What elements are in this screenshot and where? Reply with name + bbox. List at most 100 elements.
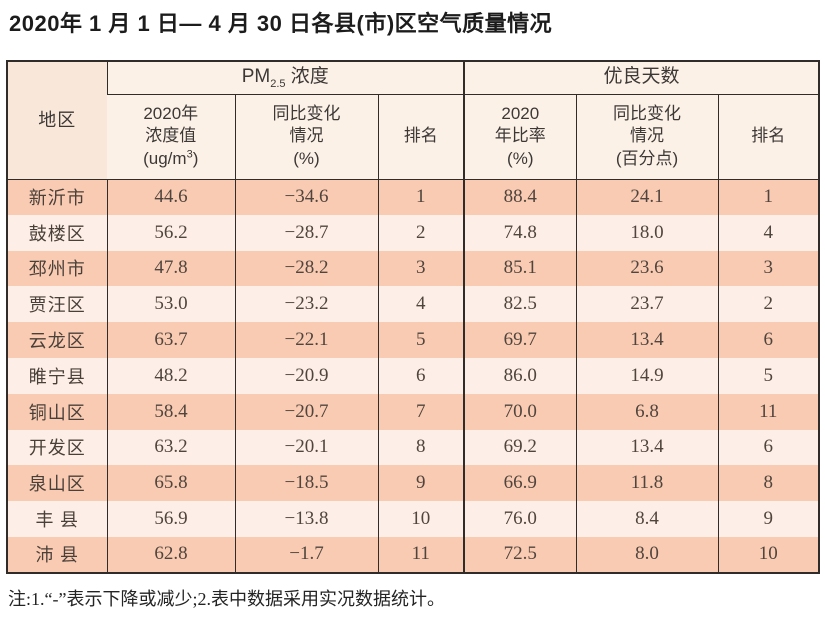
unit-superscript: 3 (186, 147, 193, 160)
region-cell: 开发区 (28, 438, 86, 459)
pm-value-cell: 48.2 (106, 357, 235, 394)
table-row: 丰 县 56.9 −13.8 10 76.0 8.4 9 (7, 501, 820, 537)
table-row: 铜山区 58.4 −20.7 7 70.0 6.8 11 (7, 393, 820, 430)
pm-change-cell: −28.2 (234, 250, 378, 287)
header-line: 情况 (630, 126, 665, 146)
days-ratio-cell: 85.1 (463, 250, 577, 287)
pm-value-cell: 58.4 (106, 393, 235, 430)
column-group-pm25: PM2.5 浓度 (106, 61, 465, 95)
pm25-label-suffix: 浓度 (285, 66, 329, 88)
column-header-pm-change: 同比变化 情况 (%) (234, 94, 378, 180)
pm-rank-cell: 10 (377, 501, 465, 537)
header-line: 同比变化 (613, 104, 682, 124)
table-row: 睢宁县 48.2 −20.9 6 86.0 14.9 5 (7, 357, 820, 394)
days-ratio-cell: 86.0 (463, 357, 577, 394)
pm-change-cell: −28.7 (234, 214, 378, 251)
page-title: 2020年 1 月 1 日— 4 月 30 日各县(市)区空气质量情况 (9, 11, 553, 36)
region-cell: 贾汪区 (28, 295, 86, 316)
days-rank-cell: 6 (717, 429, 820, 466)
column-header-days-rank: 排名 (717, 94, 820, 180)
column-header-days-change: 同比变化 情况 (百分点) (575, 94, 719, 180)
days-rank-cell: 4 (717, 214, 820, 251)
region-cell: 睢宁县 (28, 366, 86, 387)
column-header-region: 地区 (7, 61, 107, 180)
pm-value-cell: 56.2 (106, 214, 235, 251)
days-change-cell: 13.4 (575, 429, 719, 466)
air-quality-table: 地区 PM2.5 浓度 优良天数 2020年 浓度值 (ug/m3) 同比变化 … (6, 60, 821, 574)
column-header-pm-rank: 排名 (377, 94, 465, 180)
pm-change-cell: −23.2 (234, 286, 378, 323)
days-ratio-cell: 69.7 (463, 322, 577, 358)
header-line: 浓度值 (145, 126, 197, 146)
table-row: 邳州市 47.8 −28.2 3 85.1 23.6 3 (7, 250, 820, 287)
pm-rank-cell: 3 (377, 250, 465, 287)
pm-change-cell: −22.1 (234, 322, 378, 358)
pm-value-cell: 62.8 (106, 536, 235, 573)
pm25-label: PM (241, 66, 271, 88)
table-header: 地区 PM2.5 浓度 优良天数 2020年 浓度值 (ug/m3) 同比变化 … (7, 61, 820, 180)
pm-value-cell: 63.2 (106, 429, 235, 466)
pm-change-cell: −13.8 (234, 501, 378, 537)
table-row: 贾汪区 53.0 −23.2 4 82.5 23.7 2 (7, 286, 820, 323)
region-cell: 沛 县 (35, 545, 79, 566)
days-ratio-cell: 76.0 (463, 501, 577, 537)
days-change-cell: 8.0 (575, 536, 719, 573)
days-change-cell: 14.9 (575, 357, 719, 394)
days-ratio-cell: 72.5 (463, 536, 577, 573)
pm-rank-cell: 11 (377, 536, 465, 573)
pm-rank-cell: 6 (377, 357, 465, 394)
region-cell: 丰 县 (35, 510, 79, 531)
header-unit: (ug/m3) (107, 148, 235, 170)
days-ratio-cell: 88.4 (463, 179, 577, 215)
column-group-good-days: 优良天数 (463, 61, 820, 95)
header-line: (%) (293, 148, 320, 168)
days-rank-cell: 5 (717, 357, 820, 394)
table-row: 泉山区 65.8 −18.5 9 66.9 11.8 8 (7, 465, 820, 502)
pm-rank-cell: 9 (377, 465, 465, 502)
days-rank-cell: 3 (717, 250, 820, 287)
pm-value-cell: 44.6 (106, 179, 235, 215)
days-change-cell: 18.0 (575, 214, 719, 251)
header-line: 年比率 (494, 126, 546, 146)
pm-change-cell: −20.7 (234, 393, 378, 430)
unit-text: (ug/m (143, 148, 187, 168)
table-row: 沛 县 62.8 −1.7 11 72.5 8.0 10 (7, 536, 820, 573)
days-rank-cell: 1 (717, 179, 820, 215)
header-line: 2020 (501, 104, 540, 124)
pm-change-cell: −1.7 (234, 536, 378, 573)
table-row: 鼓楼区 56.2 −28.7 2 74.8 18.0 4 (7, 214, 820, 251)
sub-header-row: 2020年 浓度值 (ug/m3) 同比变化 情况 (%) 排名 2020 年比… (7, 94, 820, 180)
pm-value-cell: 53.0 (106, 286, 235, 323)
days-rank-cell: 6 (717, 322, 820, 358)
days-change-cell: 13.4 (575, 322, 719, 358)
days-ratio-cell: 82.5 (463, 286, 577, 323)
header-line: 同比变化 (272, 104, 341, 124)
days-rank-cell: 2 (717, 286, 820, 323)
days-rank-cell: 8 (717, 465, 820, 502)
header-line: 2020年 (143, 104, 199, 124)
days-rank-cell: 11 (717, 393, 820, 430)
pm-change-cell: −18.5 (234, 465, 378, 502)
days-rank-cell: 10 (717, 536, 820, 573)
pm-rank-cell: 5 (377, 322, 465, 358)
pm-change-cell: −20.9 (234, 357, 378, 394)
days-ratio-cell: 69.2 (463, 429, 577, 466)
table-body: 新沂市 44.6 −34.6 1 88.4 24.1 1 鼓楼区 56.2 −2… (7, 179, 820, 573)
pm-change-cell: −20.1 (234, 429, 378, 466)
header-line: 情况 (289, 126, 324, 146)
column-header-days-ratio: 2020 年比率 (%) (463, 94, 577, 180)
pm-rank-cell: 4 (377, 286, 465, 323)
days-change-cell: 23.7 (575, 286, 719, 323)
group-header-row: 地区 PM2.5 浓度 优良天数 (7, 61, 820, 180)
region-cell: 鼓楼区 (28, 223, 86, 244)
header-line: (%) (507, 148, 534, 168)
days-change-cell: 23.6 (575, 250, 719, 287)
days-ratio-cell: 66.9 (463, 465, 577, 502)
region-cell: 邳州市 (28, 259, 86, 280)
days-change-cell: 8.4 (575, 501, 719, 537)
region-cell: 铜山区 (28, 402, 86, 423)
pm-rank-cell: 1 (377, 179, 465, 215)
table-row: 云龙区 63.7 −22.1 5 69.7 13.4 6 (7, 322, 820, 358)
pm-rank-cell: 8 (377, 429, 465, 466)
header-line: (百分点) (615, 148, 679, 168)
